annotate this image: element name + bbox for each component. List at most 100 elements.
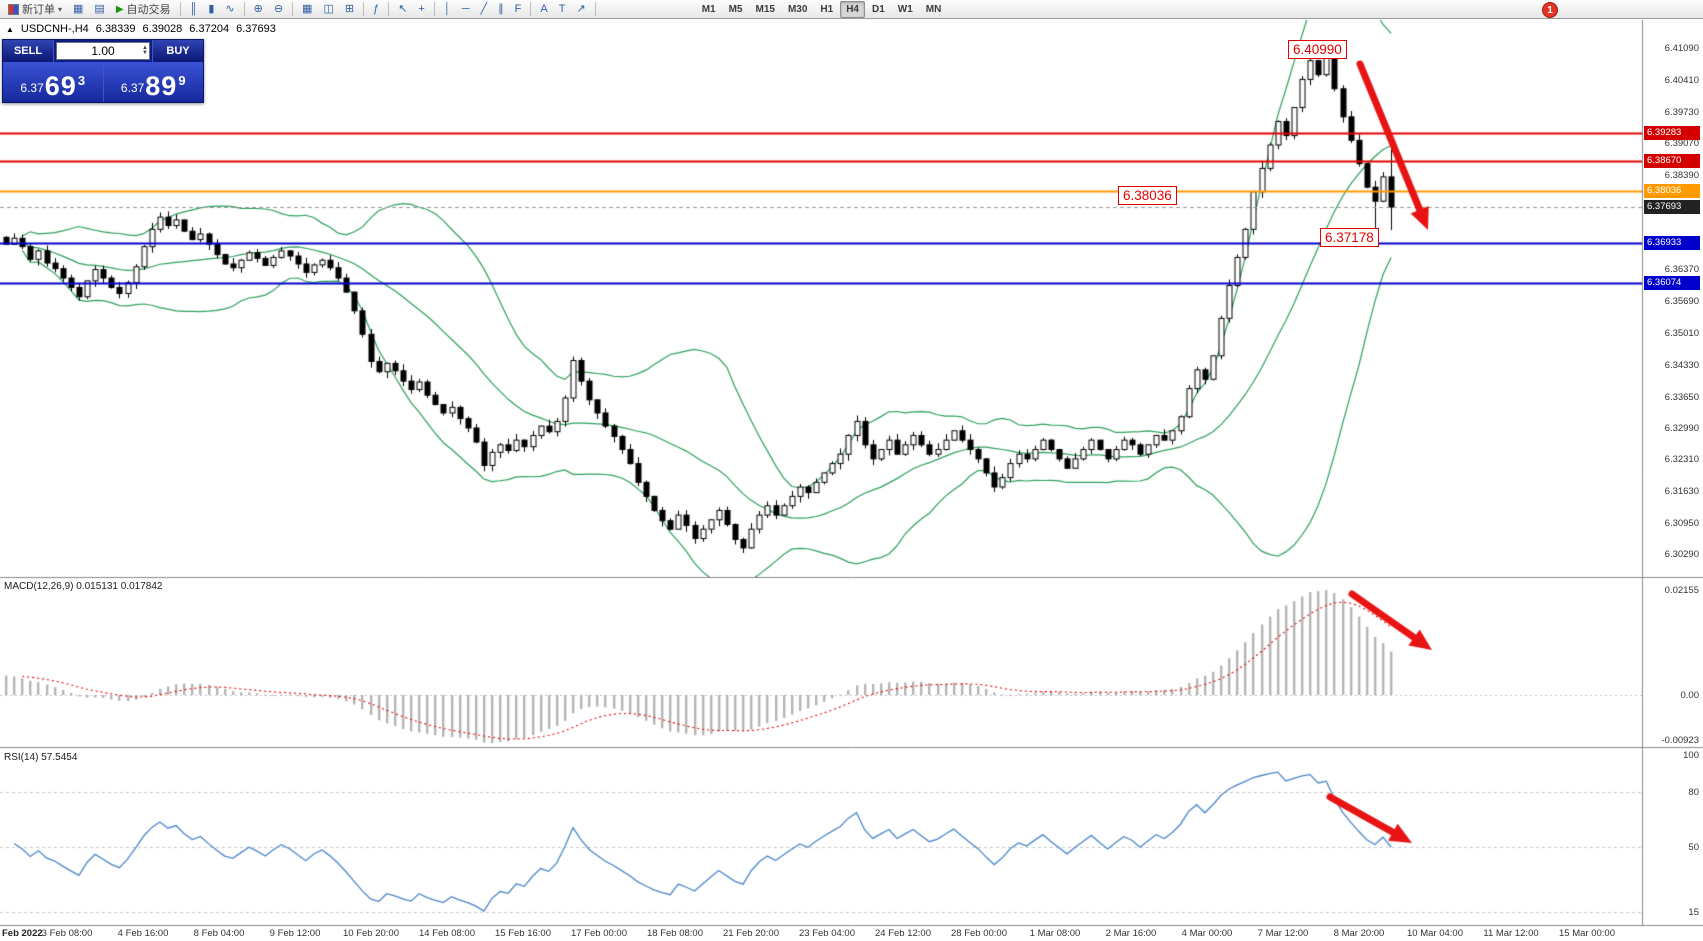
cascade-windows-icon: ◫ (323, 2, 334, 15)
toolbar: 新订单 ▾ ▦ ▤ ▶ 自动交易 ║ ▮ ∿ ⊕ ⊖ ▦ ◫ ⊞ ƒ ↖ + │ ─ ╱ ∥ F A T ↗ M1 M5… (0, 0, 1703, 19)
channel-button[interactable]: ∥ (493, 0, 509, 19)
timeframe-m30[interactable]: M30 (787, 3, 808, 15)
indicators-button[interactable]: ƒ (368, 0, 384, 19)
horizontal-line-button[interactable]: ─ (457, 0, 475, 19)
price-callout[interactable]: 6.40990 (1288, 40, 1347, 59)
bar-chart-button[interactable]: ║ (185, 0, 203, 19)
time-axis-label: 23 Feb 04:00 (799, 928, 855, 939)
one-click-collapse-icon[interactable]: ▲ (6, 24, 14, 34)
rsi-axis-label: 80 (1688, 786, 1699, 798)
time-axis-label: 8 Mar 20:00 (1333, 928, 1385, 939)
volume-value[interactable]: 1.00 (91, 44, 115, 58)
charts-window-icon: ▦ (73, 2, 84, 15)
time-axis-origin-label: Feb 2022 (2, 928, 43, 939)
timeframe-w1[interactable]: W1 (897, 3, 913, 15)
autotrade-button[interactable]: ▶ 自动交易 (111, 0, 176, 19)
price-axis-label: 6.33650 (1664, 391, 1699, 403)
price-axis-label: 6.35010 (1664, 327, 1699, 339)
text-label-button[interactable]: T (554, 0, 571, 19)
line-chart-icon: ∿ (225, 2, 235, 15)
arrow-object-button[interactable]: ↗ (571, 0, 590, 19)
volume-down-icon[interactable]: ▼ (142, 50, 148, 56)
buy-price[interactable]: 6.37 89 9 (104, 62, 204, 102)
indicators-icon: ƒ (373, 2, 380, 15)
text-label-icon: T (558, 2, 566, 15)
timeframe-m5[interactable]: M5 (728, 3, 743, 15)
zoom-in-icon: ⊕ (253, 2, 263, 15)
notification-badge[interactable]: 1 (1542, 2, 1558, 18)
sell-price[interactable]: 6.37 69 3 (3, 62, 103, 102)
price-callout[interactable]: 6.37178 (1320, 228, 1379, 247)
price-axis-tag: 6.38036 (1644, 184, 1700, 199)
time-axis-label: 24 Feb 12:00 (875, 928, 931, 939)
timeframe-m15[interactable]: M15 (755, 3, 775, 15)
timeframe-d1[interactable]: D1 (872, 3, 885, 15)
cursor-icon: ↖ (398, 2, 408, 15)
volume-up-icon[interactable]: ▲ (142, 45, 148, 51)
sell-button[interactable]: SELL (3, 40, 54, 62)
charts-window-button[interactable]: ▦ (68, 0, 88, 19)
volume-input[interactable]: 1.00 ▲ ▼ (56, 42, 150, 60)
new-chart-button[interactable]: ⊞ (340, 0, 359, 19)
toolbar-separator (530, 2, 532, 16)
toolbar-separator (179, 2, 181, 16)
price-axis-label: 6.30290 (1664, 549, 1699, 560)
sell-price-sup: 3 (77, 73, 86, 88)
cursor-button[interactable]: ↖ (393, 0, 412, 19)
price-axis-tag: 6.39283 (1644, 125, 1700, 140)
time-axis-label: 21 Feb 20:00 (723, 928, 779, 939)
crosshair-icon: + (418, 2, 425, 15)
time-axis-label: 15 Mar 00:00 (1559, 928, 1615, 939)
price-callout[interactable]: 6.38036 (1118, 186, 1177, 205)
buy-button[interactable]: BUY (152, 40, 203, 62)
time-axis-label: 28 Feb 00:00 (951, 928, 1007, 939)
autotrade-label: 自动交易 (126, 4, 171, 16)
tile-windows-button[interactable]: ▦ (297, 0, 317, 19)
price-axis-label: 6.39730 (1664, 106, 1699, 118)
trendline-button[interactable]: ╱ (476, 0, 493, 19)
timeframe-mn[interactable]: MN (925, 3, 942, 15)
chart-symbol-period: USDCNH-,H4 (20, 23, 89, 35)
fibonacci-button[interactable]: F (510, 0, 527, 19)
toolbar-separator (292, 2, 294, 16)
new-order-button[interactable]: 新订单 ▾ (3, 0, 67, 19)
cascade-windows-button[interactable]: ◫ (318, 0, 338, 19)
text-icon: A (540, 2, 548, 15)
time-axis-label: 7 Mar 12:00 (1257, 928, 1309, 939)
price-axis-label: 6.30950 (1664, 518, 1699, 530)
rsi-axis-label: 100 (1683, 750, 1699, 761)
candlestick-chart-button[interactable]: ▮ (203, 0, 219, 19)
timeframe-h1[interactable]: H1 (820, 3, 834, 15)
new-order-icon (8, 3, 19, 15)
text-button[interactable]: A (535, 0, 552, 19)
caret-down-icon: ▾ (58, 4, 63, 14)
toolbar-separator (388, 2, 390, 16)
vertical-line-button[interactable]: │ (439, 0, 456, 19)
toolbar-separator (243, 2, 245, 16)
toolbar-tool-icons: ║ ▮ ∿ ⊕ ⊖ ▦ ◫ ⊞ ƒ ↖ + │ ─ ╱ ∥ F A T ↗ (185, 0, 591, 19)
timeframe-m1[interactable]: M1 (701, 3, 716, 15)
zoom-out-button[interactable]: ⊖ (269, 0, 288, 19)
price-axis-tag: 6.38670 (1644, 154, 1700, 169)
time-axis-label: 4 Mar 00:00 (1181, 928, 1233, 939)
channel-icon: ∥ (498, 2, 504, 15)
macd-label: MACD(12,26,9) 0.015131 0.017842 (4, 581, 163, 592)
toolbar-separator (363, 2, 365, 16)
price-axis-label: 6.32990 (1664, 422, 1699, 434)
time-axis-label: 4 Feb 16:00 (117, 928, 169, 939)
fibonacci-icon: F (514, 2, 522, 15)
time-axis-label: 3 Feb 08:00 (41, 928, 93, 939)
crosshair-button[interactable]: + (413, 0, 429, 19)
profiles-button[interactable]: ▤ (89, 0, 109, 19)
toolbar-separator (433, 2, 435, 16)
chart-header: ▲ USDCNH-,H4 6.38339 6.39028 6.37204 6.3… (6, 23, 276, 35)
time-axis-label: 2 Mar 16:00 (1105, 928, 1157, 939)
timeframe-h4[interactable]: H4 (840, 0, 865, 18)
ohlc-low: 6.37204 (189, 23, 230, 35)
line-chart-button[interactable]: ∿ (220, 0, 239, 19)
profiles-icon: ▤ (94, 2, 105, 15)
toolbar-separator (594, 2, 596, 16)
rsi-axis-label: 50 (1688, 842, 1699, 854)
zoom-in-button[interactable]: ⊕ (249, 0, 268, 19)
